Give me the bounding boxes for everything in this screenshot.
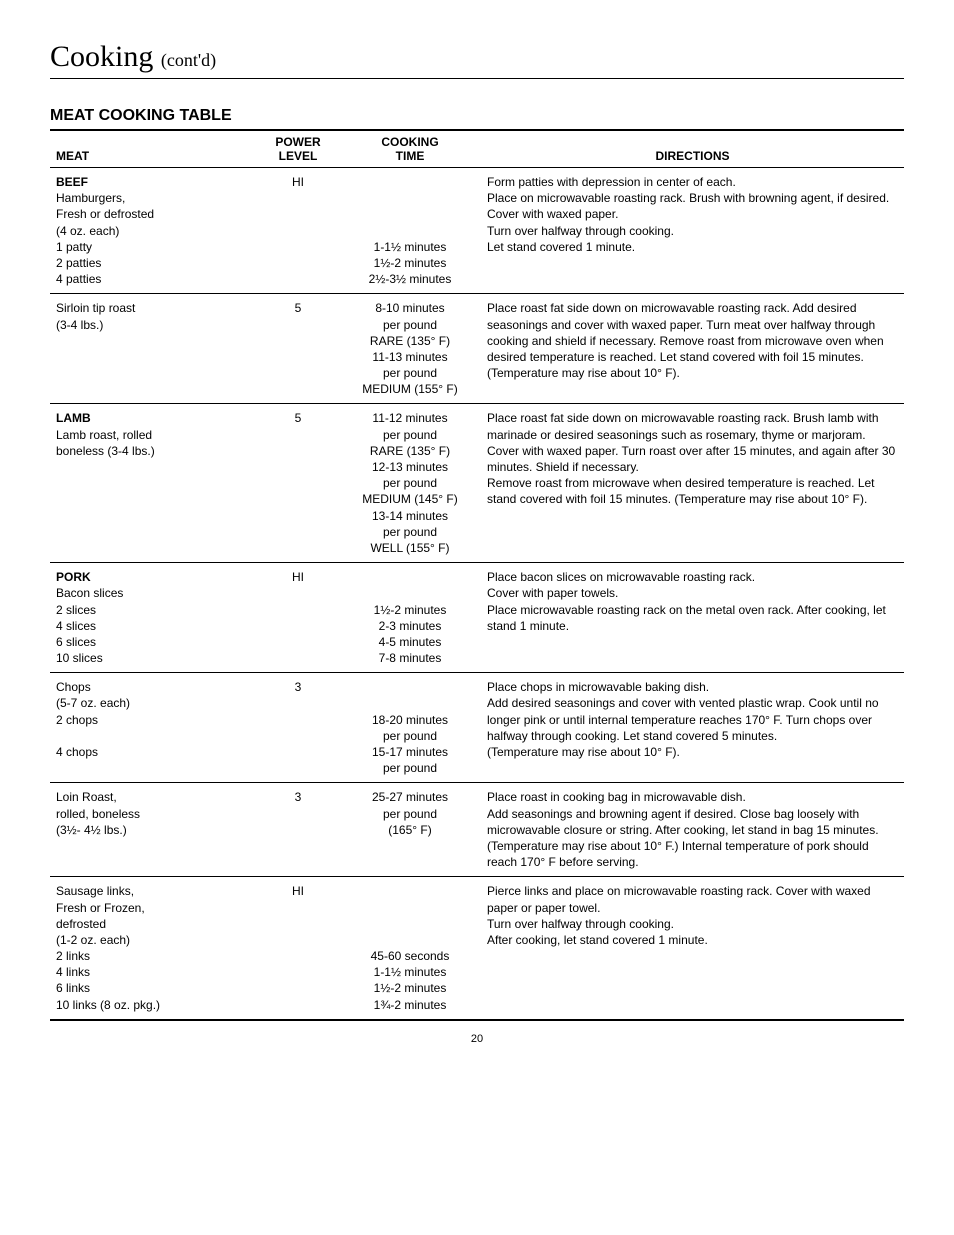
- directions-cell: Place bacon slices on microwavable roast…: [481, 563, 904, 673]
- directions-cell: Place roast fat side down on microwavabl…: [481, 404, 904, 563]
- page-number: 20: [50, 1033, 904, 1045]
- time-cell: 1-1½ minutes1½-2 minutes2½-3½ minutes: [339, 168, 481, 294]
- directions-cell: Place roast in cooking bag in microwavab…: [481, 783, 904, 877]
- directions-cell: Place chops in microwavable baking dish.…: [481, 673, 904, 783]
- meat-cooking-table: MEAT POWER LEVEL COOKING TIME DIRECTIONS…: [50, 129, 904, 1021]
- header-meat: MEAT: [50, 130, 257, 168]
- title-main: Cooking: [50, 40, 153, 73]
- header-time: COOKING TIME: [339, 130, 481, 168]
- time-cell: 25-27 minutesper pound(165° F): [339, 783, 481, 877]
- table-row: BEEFHamburgers,Fresh or defrosted(4 oz. …: [50, 168, 904, 294]
- power-cell: HI: [257, 563, 339, 673]
- page-title: Cooking (cont'd): [50, 40, 904, 79]
- time-cell: 11-12 minutesper poundRARE (135° F)12-13…: [339, 404, 481, 563]
- directions-cell: Form patties with depression in center o…: [481, 168, 904, 294]
- table-row: Sirloin tip roast(3-4 lbs.)58-10 minutes…: [50, 294, 904, 404]
- meat-cell: PORKBacon slices2 slices4 slices6 slices…: [50, 563, 257, 673]
- power-cell: 5: [257, 294, 339, 404]
- meat-cell: Sirloin tip roast(3-4 lbs.): [50, 294, 257, 404]
- directions-cell: Place roast fat side down on microwavabl…: [481, 294, 904, 404]
- table-row: Sausage links,Fresh or Frozen,defrosted(…: [50, 877, 904, 1020]
- title-contd: (cont'd): [161, 50, 216, 70]
- header-directions: DIRECTIONS: [481, 130, 904, 168]
- power-cell: 3: [257, 783, 339, 877]
- table-row: LAMBLamb roast, rolledboneless (3-4 lbs.…: [50, 404, 904, 563]
- meat-cell: Loin Roast,rolled, boneless(3½- 4½ lbs.): [50, 783, 257, 877]
- directions-cell: Pierce links and place on microwavable r…: [481, 877, 904, 1020]
- section-heading: MEAT COOKING TABLE: [50, 107, 904, 125]
- time-cell: 1½-2 minutes2-3 minutes4-5 minutes7-8 mi…: [339, 563, 481, 673]
- power-cell: 5: [257, 404, 339, 563]
- power-cell: 3: [257, 673, 339, 783]
- power-cell: HI: [257, 168, 339, 294]
- meat-cell: Chops(5-7 oz. each)2 chops4 chops: [50, 673, 257, 783]
- header-power: POWER LEVEL: [257, 130, 339, 168]
- table-row: PORKBacon slices2 slices4 slices6 slices…: [50, 563, 904, 673]
- table-row: Chops(5-7 oz. each)2 chops4 chops318-20 …: [50, 673, 904, 783]
- time-cell: 8-10 minutesper poundRARE (135° F)11-13 …: [339, 294, 481, 404]
- table-row: Loin Roast,rolled, boneless(3½- 4½ lbs.)…: [50, 783, 904, 877]
- time-cell: 45-60 seconds1-1½ minutes1½-2 minutes1¾-…: [339, 877, 481, 1020]
- meat-cell: BEEFHamburgers,Fresh or defrosted(4 oz. …: [50, 168, 257, 294]
- power-cell: HI: [257, 877, 339, 1020]
- meat-cell: Sausage links,Fresh or Frozen,defrosted(…: [50, 877, 257, 1020]
- time-cell: 18-20 minutesper pound15-17 minutesper p…: [339, 673, 481, 783]
- meat-cell: LAMBLamb roast, rolledboneless (3-4 lbs.…: [50, 404, 257, 563]
